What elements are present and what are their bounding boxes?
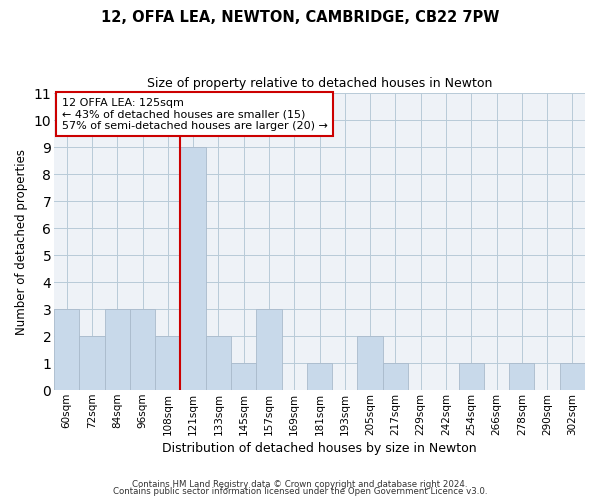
Bar	[181, 147, 206, 390]
Text: 12, OFFA LEA, NEWTON, CAMBRIDGE, CB22 7PW: 12, OFFA LEA, NEWTON, CAMBRIDGE, CB22 7P…	[101, 10, 499, 25]
Bar	[79, 336, 104, 390]
Bar	[383, 363, 408, 390]
Bar	[54, 309, 79, 390]
Bar	[307, 363, 332, 390]
Bar	[256, 309, 281, 390]
Bar	[155, 336, 181, 390]
X-axis label: Distribution of detached houses by size in Newton: Distribution of detached houses by size …	[162, 442, 477, 455]
Title: Size of property relative to detached houses in Newton: Size of property relative to detached ho…	[147, 78, 492, 90]
Bar	[509, 363, 535, 390]
Bar	[104, 309, 130, 390]
Bar	[358, 336, 383, 390]
Bar	[130, 309, 155, 390]
Bar	[206, 336, 231, 390]
Bar	[458, 363, 484, 390]
Y-axis label: Number of detached properties: Number of detached properties	[15, 148, 28, 334]
Text: Contains public sector information licensed under the Open Government Licence v3: Contains public sector information licen…	[113, 488, 487, 496]
Bar	[231, 363, 256, 390]
Text: Contains HM Land Registry data © Crown copyright and database right 2024.: Contains HM Land Registry data © Crown c…	[132, 480, 468, 489]
Text: 12 OFFA LEA: 125sqm
← 43% of detached houses are smaller (15)
57% of semi-detach: 12 OFFA LEA: 125sqm ← 43% of detached ho…	[62, 98, 328, 130]
Bar	[560, 363, 585, 390]
